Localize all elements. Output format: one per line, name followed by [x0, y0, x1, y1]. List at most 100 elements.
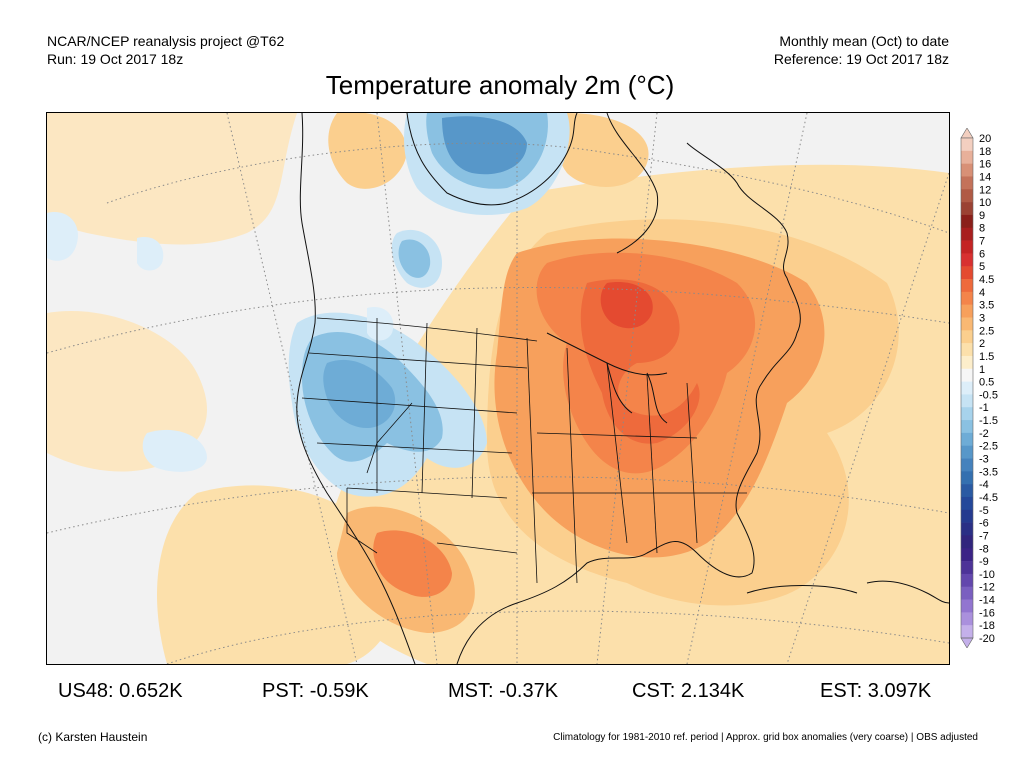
stat-cst: CST: 2.134K [632, 680, 745, 702]
colorbar-swatch [961, 279, 973, 293]
colorbar-label: -2.5 [979, 441, 998, 453]
colorbar-swatch [961, 176, 973, 190]
colorbar-label: -6 [979, 518, 989, 530]
graticule [47, 113, 949, 664]
colorbar-label: 9 [979, 210, 985, 222]
copyright: (c) Karsten Haustein [38, 730, 148, 744]
colorbar-label: -18 [979, 620, 995, 632]
colorbar-swatch [961, 535, 973, 549]
colorbar-label: 1.5 [979, 351, 994, 363]
model-label: NCAR/NCEP reanalysis project @T62 [47, 33, 285, 49]
colorbar-label: 14 [979, 171, 991, 183]
regional-stats: US48: 0.652K PST: -0.59K MST: -0.37K CST… [0, 680, 1024, 706]
colorbar-label: 1 [979, 364, 985, 376]
colorbar-label: -16 [979, 607, 995, 619]
period-label: Monthly mean (Oct) to date [779, 33, 949, 49]
colorbar-label: -1 [979, 402, 989, 414]
colorbar-label: -9 [979, 556, 989, 568]
run-label: Run: 19 Oct 2017 18z [47, 51, 184, 67]
cold-anomaly-field [47, 113, 570, 497]
colorbar-swatch [961, 202, 973, 216]
colorbar-label: -3 [979, 454, 989, 466]
climatology-note: Climatology for 1981-2010 ref. period | … [553, 732, 978, 743]
map-title: Temperature anomaly 2m (°C) [325, 70, 675, 100]
colorbar-label: 16 [979, 159, 991, 171]
colorbar-label: -5 [979, 505, 989, 517]
colorbar-label: -12 [979, 582, 995, 594]
colorbar-swatch [961, 407, 973, 421]
colorbar-swatch [961, 189, 973, 203]
colorbar-label: -1.5 [979, 415, 998, 427]
colorbar-swatch [961, 317, 973, 331]
colorbar-label: 6 [979, 248, 985, 260]
state-borders [301, 317, 747, 584]
colorbar-label: 2.5 [979, 325, 994, 337]
colorbar-swatch [961, 138, 973, 152]
colorbar-swatch [961, 163, 973, 177]
header-left: NCAR/NCEP reanalysis project @T62 Run: 1… [47, 32, 284, 68]
colorbar-label: 4 [979, 287, 985, 299]
colorbar-swatch [961, 432, 973, 446]
colorbar-swatch [961, 227, 973, 241]
colorbar-swatch [961, 496, 973, 511]
colorbar-swatch [961, 381, 973, 395]
colorbar-label: 0.5 [979, 377, 994, 389]
stat-us48: US48: 0.652K [58, 680, 183, 702]
colorbar-swatch [961, 355, 973, 370]
colorbar-swatch [961, 150, 973, 164]
colorbar-label: 8 [979, 223, 985, 235]
colorbar-label: 4.5 [979, 274, 994, 286]
colorbar-swatch [961, 343, 973, 357]
colorbar-swatch [961, 625, 973, 639]
colorbar-swatch [961, 394, 973, 408]
colorbar-swatch [961, 586, 973, 600]
colorbar-swatch [961, 509, 973, 523]
colorbar-swatch [961, 561, 973, 575]
colorbar-label: 3 [979, 312, 985, 324]
colorbar-label: 10 [979, 197, 991, 209]
reference-label: Reference: 19 Oct 2017 18z [773, 51, 949, 67]
anomaly-map [46, 112, 950, 665]
colorbar-labels: 201816141210987654.543.532.521.510.5-0.5… [979, 133, 998, 645]
colorbar-label: 12 [979, 184, 991, 196]
stat-est: EST: 3.097K [820, 680, 932, 702]
colorbar-label: -7 [979, 530, 989, 542]
colorbar-label: -20 [979, 633, 995, 645]
colorbar-label: 20 [979, 133, 991, 145]
colorbar-swatches [960, 128, 974, 648]
colorbar-swatch [961, 214, 973, 229]
colorbar-frame [960, 137, 974, 639]
colorbar-label: -2 [979, 428, 989, 440]
colorbar-label: 2 [979, 338, 985, 350]
colorbar-swatch [961, 445, 973, 459]
colorbar-label: -8 [979, 543, 989, 555]
colorbar-swatch [961, 612, 973, 626]
colorbar-bottom-arrow [960, 637, 974, 648]
colorbar-swatch [961, 330, 973, 344]
colorbar: 201816141210987654.543.532.521.510.5-0.5… [960, 128, 998, 648]
stat-mst: MST: -0.37K [448, 680, 559, 702]
colorbar-top-arrow [960, 128, 974, 139]
stat-pst: PST: -0.59K [262, 680, 369, 702]
colorbar-swatch [961, 291, 973, 305]
colorbar-swatch [961, 548, 973, 562]
header-right: Monthly mean (Oct) to date Reference: 19… [774, 32, 949, 68]
colorbar-swatch [961, 266, 973, 280]
colorbar-swatch [961, 458, 973, 472]
colorbar-swatch [961, 573, 973, 588]
colorbar-swatch [961, 471, 973, 485]
colorbar-label: -14 [979, 595, 995, 607]
colorbar-label: 18 [979, 146, 991, 158]
colorbar-swatch [961, 240, 973, 254]
colorbar-label: -3.5 [979, 466, 998, 478]
colorbar-label: -0.5 [979, 389, 998, 401]
colorbar-label: 5 [979, 261, 985, 273]
colorbar-swatch [961, 420, 973, 434]
colorbar-swatch [961, 368, 973, 382]
colorbar-swatch [961, 484, 973, 498]
colorbar-label: 3.5 [979, 300, 994, 312]
anomaly-field [47, 113, 949, 664]
colorbar-label: -10 [979, 569, 995, 581]
colorbar-label: -4.5 [979, 492, 998, 504]
colorbar-label: -4 [979, 479, 989, 491]
